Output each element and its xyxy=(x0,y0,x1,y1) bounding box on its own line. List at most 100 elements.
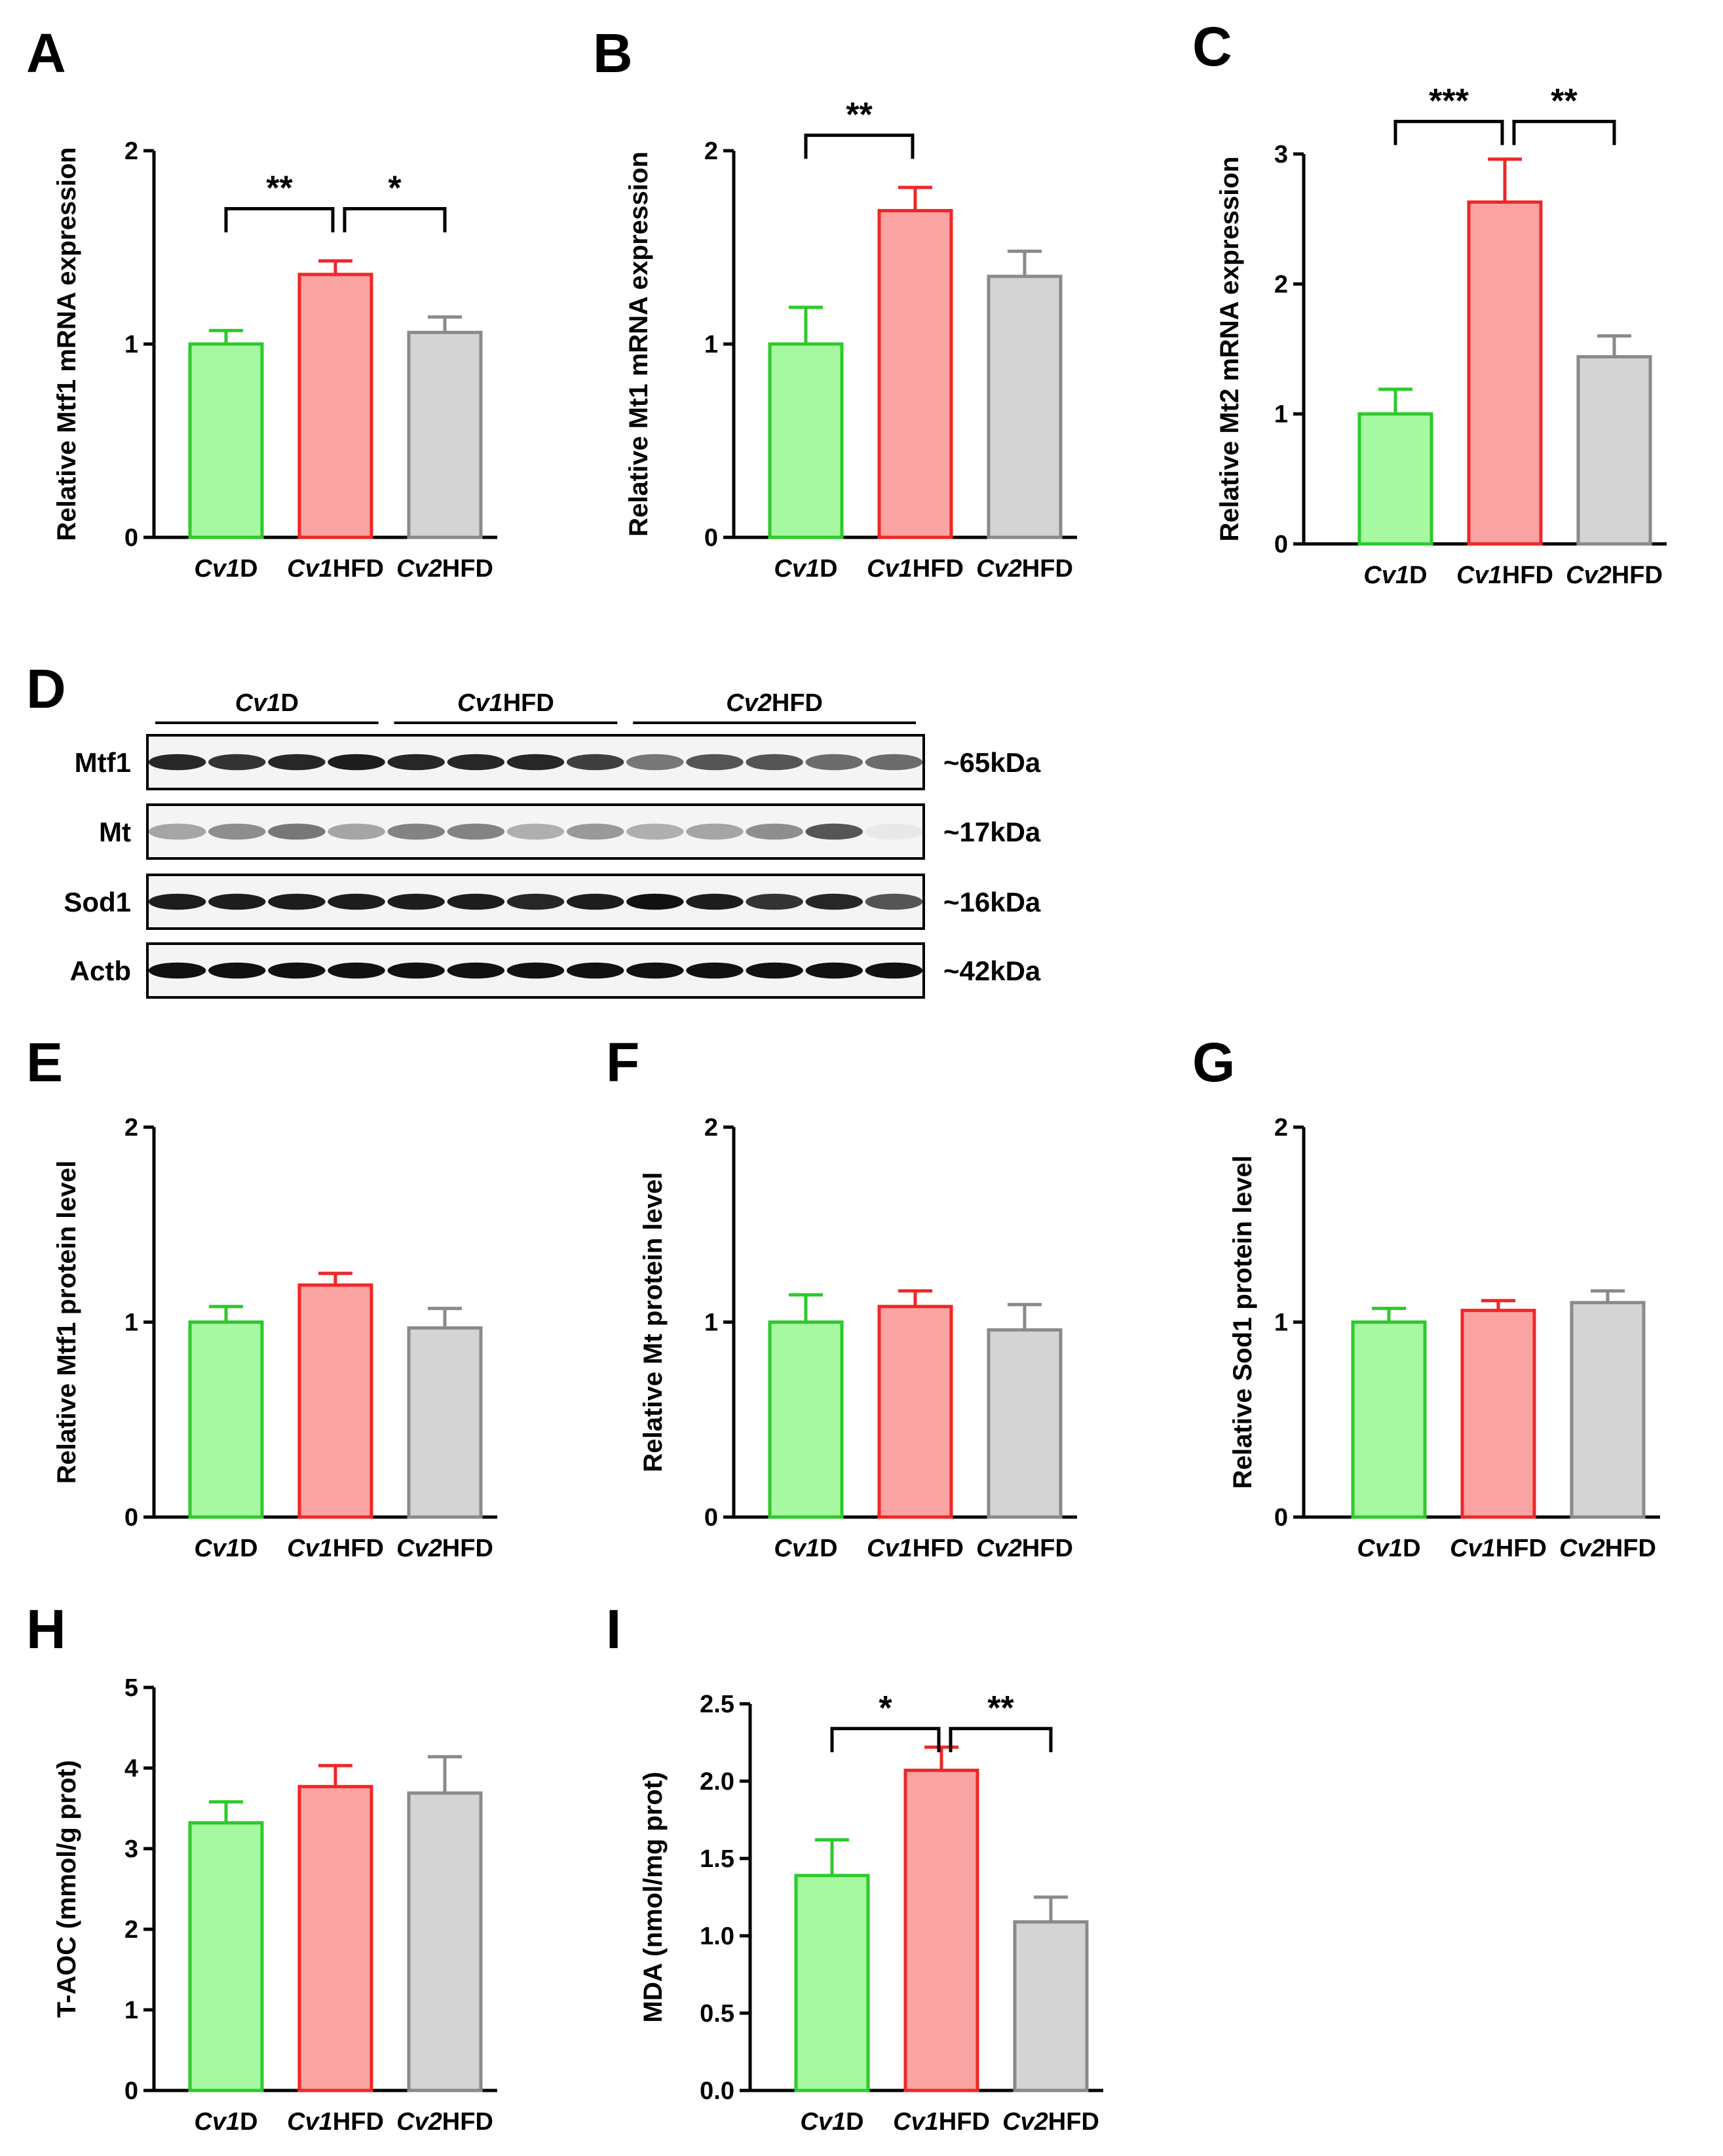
category-label: Cv1HFD xyxy=(287,555,384,583)
category-label: Cv2HFD xyxy=(396,2108,493,2136)
significance-stars: *** xyxy=(1429,82,1469,120)
y-axis-label: Relative Mt2 mRNA expression xyxy=(1215,157,1244,542)
panel-label-H: H xyxy=(26,1598,66,1660)
significance-bracket xyxy=(224,207,335,233)
y-axis-label: MDA (nmol/mg prot) xyxy=(639,1772,668,2023)
bar-Cv1HFD xyxy=(297,273,373,539)
category-label: Cv1D xyxy=(194,2108,257,2136)
y-tick-label: 2 xyxy=(1274,271,1288,298)
blot-band xyxy=(328,893,385,910)
bar-Cv1HFD xyxy=(297,1784,373,2092)
bar-Cv1HFD xyxy=(297,1283,373,1519)
y-tick-label: 2.0 xyxy=(700,1768,734,1796)
bar-Cv2HFD xyxy=(407,1326,483,1519)
category-label: Cv1D xyxy=(194,555,257,583)
category-label: Cv1HFD xyxy=(1450,1535,1547,1562)
blot-band xyxy=(447,823,505,840)
y-tick-label: 0.0 xyxy=(700,2077,734,2105)
blot-band xyxy=(506,962,565,979)
blot-row-label: Actb xyxy=(70,955,131,986)
bar-Cv1D xyxy=(188,342,264,539)
y-tick-label: 2.5 xyxy=(700,1691,734,1718)
y-tick-label: 2 xyxy=(124,1916,138,1944)
blot-size-label: ~42kDa xyxy=(943,955,1041,986)
category-label: Cv1HFD xyxy=(287,1535,384,1562)
category-label: Cv2HFD xyxy=(1559,1535,1656,1562)
bar-Cv2HFD xyxy=(987,275,1063,539)
significance-bracket xyxy=(949,1727,1053,1752)
blot-band xyxy=(746,823,803,840)
category-label: Cv2HFD xyxy=(976,555,1073,583)
blot-band xyxy=(328,962,385,979)
y-tick-label: 3 xyxy=(124,1836,138,1863)
y-tick-label: 0 xyxy=(124,524,138,552)
category-label: Cv2HFD xyxy=(1566,562,1663,589)
blot-band xyxy=(208,893,266,910)
category-label: Cv1D xyxy=(800,2108,863,2136)
category-label: Cv2HFD xyxy=(976,1535,1073,1562)
blot-size-label: ~16kDa xyxy=(943,887,1041,917)
blot-band xyxy=(865,823,923,840)
y-tick-label: 5 xyxy=(124,1674,138,1702)
category-label: Cv1D xyxy=(194,1535,257,1562)
blot-band xyxy=(387,754,445,771)
y-tick-label: 2 xyxy=(124,138,138,165)
y-tick-label: 1 xyxy=(124,1309,138,1337)
panel-label-D: D xyxy=(26,658,66,720)
y-tick-label: 2 xyxy=(704,138,718,165)
significance-bracket xyxy=(1393,119,1504,145)
blot-band xyxy=(506,754,565,771)
blot-group-label: Cv1D xyxy=(235,689,299,717)
category-label: Cv1D xyxy=(774,555,837,583)
blot-band xyxy=(387,962,445,979)
bar-Cv1D xyxy=(1351,1320,1427,1519)
category-label: Cv2HFD xyxy=(396,555,493,583)
blot-band xyxy=(447,893,505,910)
bar-Cv2HFD xyxy=(1570,1301,1646,1519)
bar-Cv1D xyxy=(188,1320,264,1519)
y-tick-label: 4 xyxy=(124,1755,138,1782)
significance-stars: ** xyxy=(987,1689,1014,1727)
category-label: Cv1HFD xyxy=(1456,562,1553,589)
blot-band xyxy=(148,893,206,910)
blot-band xyxy=(148,962,206,979)
panel-label-E: E xyxy=(26,1031,63,1093)
significance-bracket xyxy=(830,1727,941,1752)
blot-band xyxy=(566,962,624,979)
blot-band xyxy=(746,962,803,979)
blot-band xyxy=(268,754,326,771)
significance-stars: ** xyxy=(846,96,873,134)
y-tick-label: 1.0 xyxy=(700,1923,734,1950)
blot-size-label: ~17kDa xyxy=(943,817,1041,847)
bar-Cv2HFD xyxy=(987,1328,1063,1519)
category-label: Cv1D xyxy=(1363,562,1427,589)
bar-Cv1HFD xyxy=(903,1768,979,2092)
panel-label-F: F xyxy=(606,1031,639,1093)
bar-Cv1D xyxy=(768,1320,844,1519)
blot-band xyxy=(626,962,684,979)
blot-band xyxy=(805,962,863,979)
blot-band xyxy=(328,754,385,771)
category-label: Cv1HFD xyxy=(867,1535,964,1562)
blot-size-label: ~65kDa xyxy=(943,747,1041,778)
blot-band xyxy=(686,962,744,979)
blot-band xyxy=(686,893,744,910)
blot-band xyxy=(208,962,266,979)
panel-label-I: I xyxy=(606,1598,621,1660)
blot-band xyxy=(865,962,923,979)
blot-band xyxy=(626,893,684,910)
category-label: Cv2HFD xyxy=(396,1535,493,1562)
category-label: Cv1D xyxy=(774,1535,837,1562)
y-axis-label: Relative Mtf1 protein level xyxy=(52,1161,81,1484)
significance-stars: * xyxy=(879,1689,892,1727)
panel-label-C: C xyxy=(1192,16,1232,77)
y-axis-label: Relative Mt1 mRNA expression xyxy=(624,151,653,537)
y-tick-label: 0 xyxy=(704,1504,718,1531)
panel-label-B: B xyxy=(593,22,633,84)
blot-band xyxy=(805,823,863,840)
panel-label-A: A xyxy=(26,22,66,84)
blot-band xyxy=(447,754,505,771)
y-tick-label: 0 xyxy=(124,2077,138,2105)
y-tick-label: 0 xyxy=(1274,531,1288,558)
